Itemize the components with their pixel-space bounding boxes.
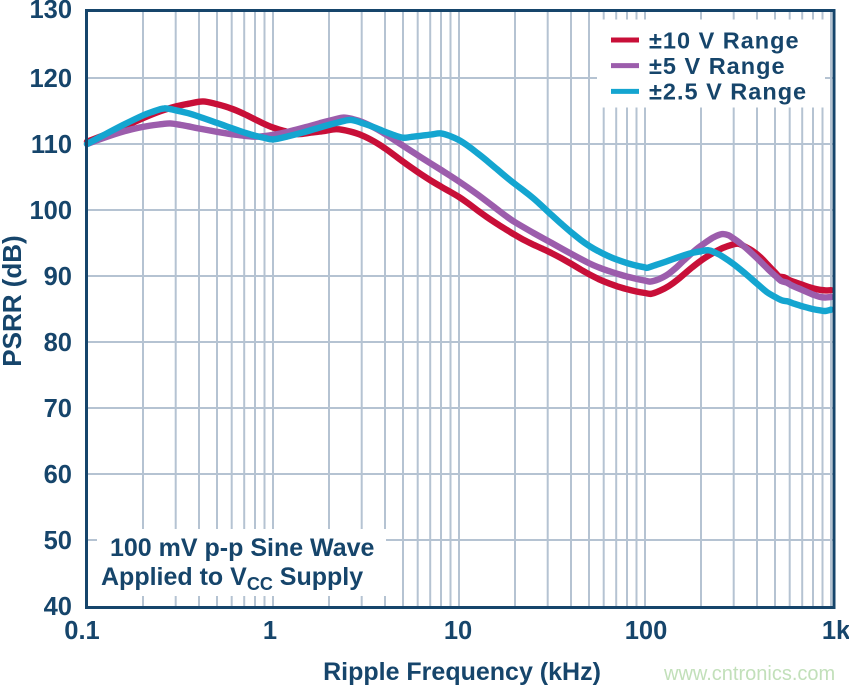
svg-text:±2.5 V Range: ±2.5 V Range (649, 79, 807, 105)
svg-text:www.cntronics.com: www.cntronics.com (663, 663, 835, 685)
svg-text:±10 V Range: ±10 V Range (649, 28, 800, 54)
svg-text:0.1: 0.1 (64, 617, 99, 645)
svg-text:90: 90 (44, 263, 72, 291)
svg-text:PSRR (dB): PSRR (dB) (0, 235, 27, 366)
svg-text:100: 100 (625, 617, 668, 645)
svg-text:1: 1 (263, 617, 277, 645)
svg-text:120: 120 (29, 65, 72, 93)
svg-text:110: 110 (31, 131, 72, 159)
svg-text:70: 70 (44, 395, 72, 423)
svg-text:100: 100 (29, 197, 72, 225)
svg-text:1k: 1k (822, 617, 849, 645)
svg-text:Applied to VCC Supply: Applied to VCC Supply (101, 563, 363, 594)
svg-text:10: 10 (444, 617, 472, 645)
svg-text:±5 V Range: ±5 V Range (649, 53, 786, 79)
svg-text:40: 40 (44, 593, 72, 621)
svg-text:130: 130 (29, 0, 72, 24)
svg-text:80: 80 (44, 329, 72, 357)
svg-text:60: 60 (44, 461, 72, 489)
svg-text:Ripple Frequency (kHz): Ripple Frequency (kHz) (323, 658, 601, 686)
svg-text:50: 50 (44, 527, 72, 555)
svg-text:100 mV p-p Sine Wave: 100 mV p-p Sine Wave (110, 534, 375, 562)
